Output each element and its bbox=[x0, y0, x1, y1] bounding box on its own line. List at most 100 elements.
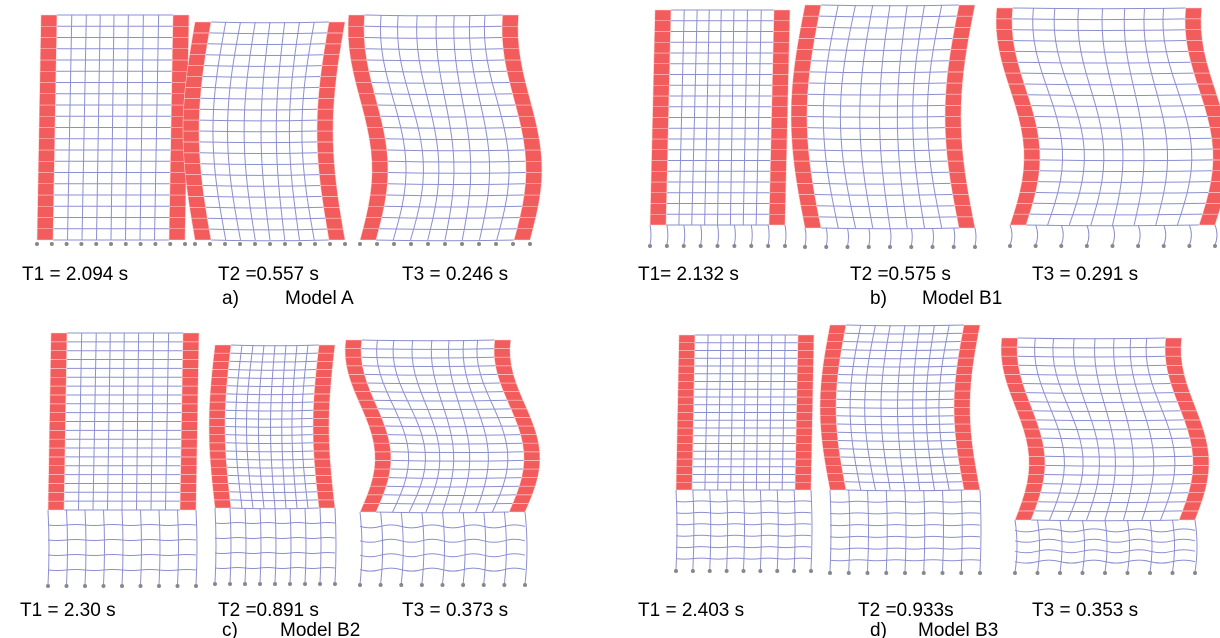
wall-segment bbox=[654, 32, 670, 43]
column bbox=[85, 510, 86, 585]
wall-segment bbox=[180, 501, 196, 510]
grid-line bbox=[206, 207, 324, 208]
wall-segment bbox=[1193, 456, 1209, 465]
grid-line bbox=[207, 218, 325, 219]
grid-line bbox=[1042, 438, 1190, 439]
wall-segment bbox=[172, 38, 188, 49]
grid-line bbox=[1015, 539, 1195, 542]
support bbox=[528, 242, 532, 246]
support bbox=[931, 245, 935, 249]
grid-line bbox=[881, 325, 890, 490]
wall-segment bbox=[368, 195, 386, 206]
column bbox=[275, 508, 276, 583]
wall-segment bbox=[518, 426, 537, 435]
column bbox=[381, 512, 383, 584]
wall-segment bbox=[183, 351, 199, 360]
wall-segment bbox=[50, 404, 66, 413]
wall-segment bbox=[39, 94, 55, 105]
wall-segment bbox=[313, 410, 329, 418]
grid-line bbox=[837, 383, 955, 384]
wall-segment bbox=[364, 495, 383, 504]
wall-segment bbox=[678, 397, 694, 405]
wall-segment bbox=[828, 482, 846, 490]
grid-line bbox=[376, 240, 514, 241]
grid-line bbox=[380, 503, 513, 504]
wall-segment bbox=[949, 172, 967, 183]
wall-segment bbox=[797, 389, 813, 397]
wall-segment bbox=[193, 22, 211, 33]
support bbox=[223, 242, 227, 246]
wall-segment bbox=[172, 60, 188, 71]
grid-line bbox=[1102, 8, 1123, 225]
wall-segment bbox=[313, 443, 329, 451]
wall-segment bbox=[315, 467, 332, 475]
support bbox=[691, 569, 695, 573]
period-label: T2 =0.933s bbox=[858, 600, 954, 621]
wall-segment bbox=[1028, 465, 1045, 474]
wall-segment bbox=[211, 475, 228, 483]
wall-segment bbox=[181, 439, 197, 448]
wall-segment bbox=[319, 175, 336, 186]
wall-segment bbox=[370, 184, 387, 195]
support bbox=[328, 242, 332, 246]
column bbox=[1105, 520, 1107, 572]
grid-line bbox=[370, 392, 503, 393]
wall-segment bbox=[822, 441, 839, 449]
wall-segment bbox=[520, 206, 538, 217]
wall-segment bbox=[771, 139, 787, 150]
grid-line bbox=[364, 374, 497, 375]
wall-segment bbox=[1165, 347, 1181, 356]
wall-segment bbox=[346, 366, 364, 375]
wall-segment bbox=[797, 382, 813, 390]
column bbox=[1189, 225, 1191, 245]
grid-line bbox=[809, 150, 947, 151]
grid-line bbox=[1015, 529, 1195, 532]
wall-segment bbox=[1210, 127, 1220, 138]
wall-segment bbox=[363, 218, 382, 229]
support bbox=[441, 583, 445, 587]
wall-segment bbox=[40, 71, 56, 82]
wall-segment bbox=[321, 66, 338, 77]
wall-segment bbox=[209, 418, 225, 426]
grid-line bbox=[226, 402, 314, 403]
wall-segment bbox=[961, 333, 979, 341]
grid-line bbox=[1023, 384, 1171, 385]
grid-line bbox=[830, 501, 980, 502]
wall-segment bbox=[180, 475, 196, 484]
column bbox=[1164, 225, 1166, 245]
support bbox=[1193, 571, 1197, 575]
wall-segment bbox=[324, 44, 342, 55]
wall-segment bbox=[313, 435, 329, 443]
wall-segment bbox=[317, 142, 333, 153]
wall-segment bbox=[791, 128, 808, 139]
wall-segment bbox=[184, 87, 201, 98]
wall-segment bbox=[313, 427, 329, 435]
wall-segment bbox=[955, 375, 972, 383]
support bbox=[313, 242, 317, 246]
wall-segment bbox=[502, 38, 519, 49]
column bbox=[320, 508, 321, 583]
wall-segment bbox=[314, 394, 330, 402]
grid-line bbox=[385, 139, 523, 140]
grid-line bbox=[391, 452, 524, 453]
wall-segment bbox=[796, 413, 812, 421]
grid-line bbox=[364, 26, 502, 27]
wall-segment bbox=[314, 451, 330, 459]
grid-line bbox=[880, 5, 890, 228]
grid-line bbox=[360, 525, 525, 528]
wall-segment bbox=[374, 460, 391, 469]
wall-segment bbox=[519, 478, 537, 487]
wall-segment bbox=[678, 358, 694, 366]
grid-line bbox=[227, 467, 315, 468]
period-label: T1 = 2.094 s bbox=[22, 264, 128, 285]
column bbox=[335, 508, 336, 583]
wall-segment bbox=[653, 107, 669, 118]
wall-segment bbox=[945, 105, 961, 116]
grid-line bbox=[387, 150, 525, 151]
wall-segment bbox=[678, 374, 694, 382]
wall-segment bbox=[792, 139, 809, 150]
grid-line bbox=[1036, 192, 1209, 193]
wall-segment bbox=[494, 349, 510, 358]
support bbox=[665, 244, 669, 248]
wall-segment bbox=[1209, 182, 1220, 193]
